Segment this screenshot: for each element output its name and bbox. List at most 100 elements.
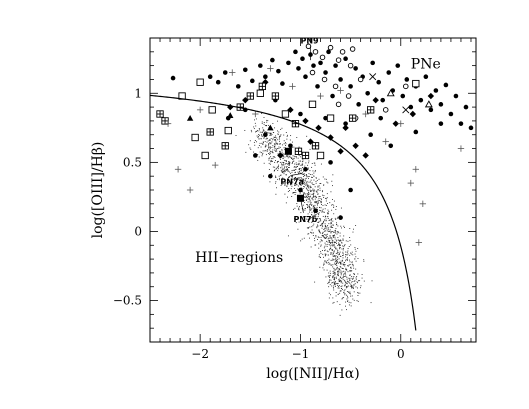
cloud-dot <box>289 181 291 183</box>
cloud-dot <box>307 189 309 191</box>
cloud-dot <box>312 206 314 208</box>
cloud-dot <box>253 151 255 153</box>
cloud-dot <box>274 145 275 147</box>
cloud-dot <box>297 177 299 179</box>
point <box>196 78 204 86</box>
cloud-dot <box>333 267 335 269</box>
point <box>156 110 164 118</box>
cloud-dot <box>274 146 276 148</box>
cloud-dot <box>302 216 304 218</box>
cloud-dot <box>253 119 255 121</box>
cloud-dot <box>318 189 319 191</box>
cloud-dot <box>263 175 265 177</box>
cloud-dot <box>345 240 347 242</box>
point <box>328 160 333 165</box>
cloud-dot <box>292 192 294 194</box>
cloud-dot <box>314 186 316 188</box>
cloud-dot <box>327 251 329 253</box>
cloud-dot <box>279 150 281 152</box>
cloud-dot <box>315 200 317 202</box>
cloud-dot <box>352 254 354 256</box>
cloud-dot <box>347 301 348 302</box>
cloud-dot <box>278 146 280 148</box>
cloud-dot <box>257 159 259 161</box>
cloud-dot <box>319 187 321 189</box>
cloud-dot <box>360 285 362 287</box>
cloud-dot <box>289 139 291 141</box>
cloud-dot <box>328 240 330 242</box>
cloud-dot <box>318 201 320 203</box>
cloud-dot <box>311 204 312 206</box>
cloud-dot <box>337 225 339 227</box>
cloud-dot <box>328 220 330 221</box>
cloud-dot <box>294 169 296 171</box>
cloud-dot <box>332 254 334 256</box>
cloud-dot <box>298 168 300 170</box>
cloud-dot <box>313 206 315 208</box>
cloud-dot <box>318 256 320 258</box>
point <box>345 93 352 99</box>
cloud-dot <box>312 225 314 227</box>
cloud-dot <box>327 212 329 214</box>
cloud-dot <box>331 242 333 243</box>
cloud-dot <box>284 149 286 151</box>
cloud-dot <box>305 184 307 186</box>
cloud-dot <box>343 276 345 277</box>
cloud-dot <box>300 184 302 186</box>
cloud-dot <box>317 216 319 218</box>
cloud-dot <box>330 247 332 249</box>
cloud-dot <box>318 218 320 220</box>
cloud-dot <box>263 129 265 131</box>
cloud-dot <box>271 160 273 162</box>
cloud-dot <box>371 280 373 282</box>
cloud-dot <box>322 253 324 255</box>
cloud-dot <box>302 191 304 193</box>
cloud-dot <box>334 262 336 264</box>
cloud-dot <box>340 262 342 264</box>
cloud-dot <box>275 140 277 142</box>
cloud-dot <box>276 143 278 145</box>
cloud-dot <box>332 266 334 268</box>
point <box>321 76 328 83</box>
cloud-dot <box>291 185 293 187</box>
cloud-dot <box>284 182 286 184</box>
cloud-dot <box>336 261 338 263</box>
cloud-dot <box>357 287 358 289</box>
cloud-dot <box>311 198 313 200</box>
cloud-dot <box>281 178 282 180</box>
cloud-dot <box>279 161 281 163</box>
cloud-dot <box>261 134 263 136</box>
cloud-dot <box>268 168 270 170</box>
cloud-dot <box>319 232 321 234</box>
hii-cloud <box>235 112 373 316</box>
cloud-dot <box>313 196 315 198</box>
cloud-dot <box>280 134 282 136</box>
point <box>348 114 357 122</box>
cloud-dot <box>305 196 306 198</box>
cloud-dot <box>287 163 289 165</box>
cloud-dot <box>303 185 305 187</box>
cloud-dot <box>285 163 287 164</box>
cloud-dot <box>346 295 348 297</box>
cloud-dot <box>299 184 301 186</box>
cloud-dot <box>288 167 289 168</box>
cloud-dot <box>302 183 304 184</box>
cloud-dot <box>319 225 321 227</box>
cloud-dot <box>338 242 339 244</box>
point <box>408 104 414 110</box>
cloud-dot <box>304 186 306 188</box>
cloud-dot <box>332 204 334 205</box>
cloud-dot <box>337 237 339 239</box>
cloud-dot <box>318 196 320 197</box>
cloud-dot <box>275 150 277 152</box>
cloud-dot <box>284 184 286 186</box>
cloud-dot <box>268 162 270 164</box>
cloud-dot <box>343 285 345 287</box>
cloud-dot <box>331 259 333 261</box>
cloud-dot <box>299 177 301 179</box>
cloud-dot <box>298 221 300 223</box>
cloud-dot <box>287 235 289 237</box>
cloud-dot <box>297 178 299 180</box>
point <box>330 93 335 99</box>
cloud-dot <box>280 184 282 186</box>
